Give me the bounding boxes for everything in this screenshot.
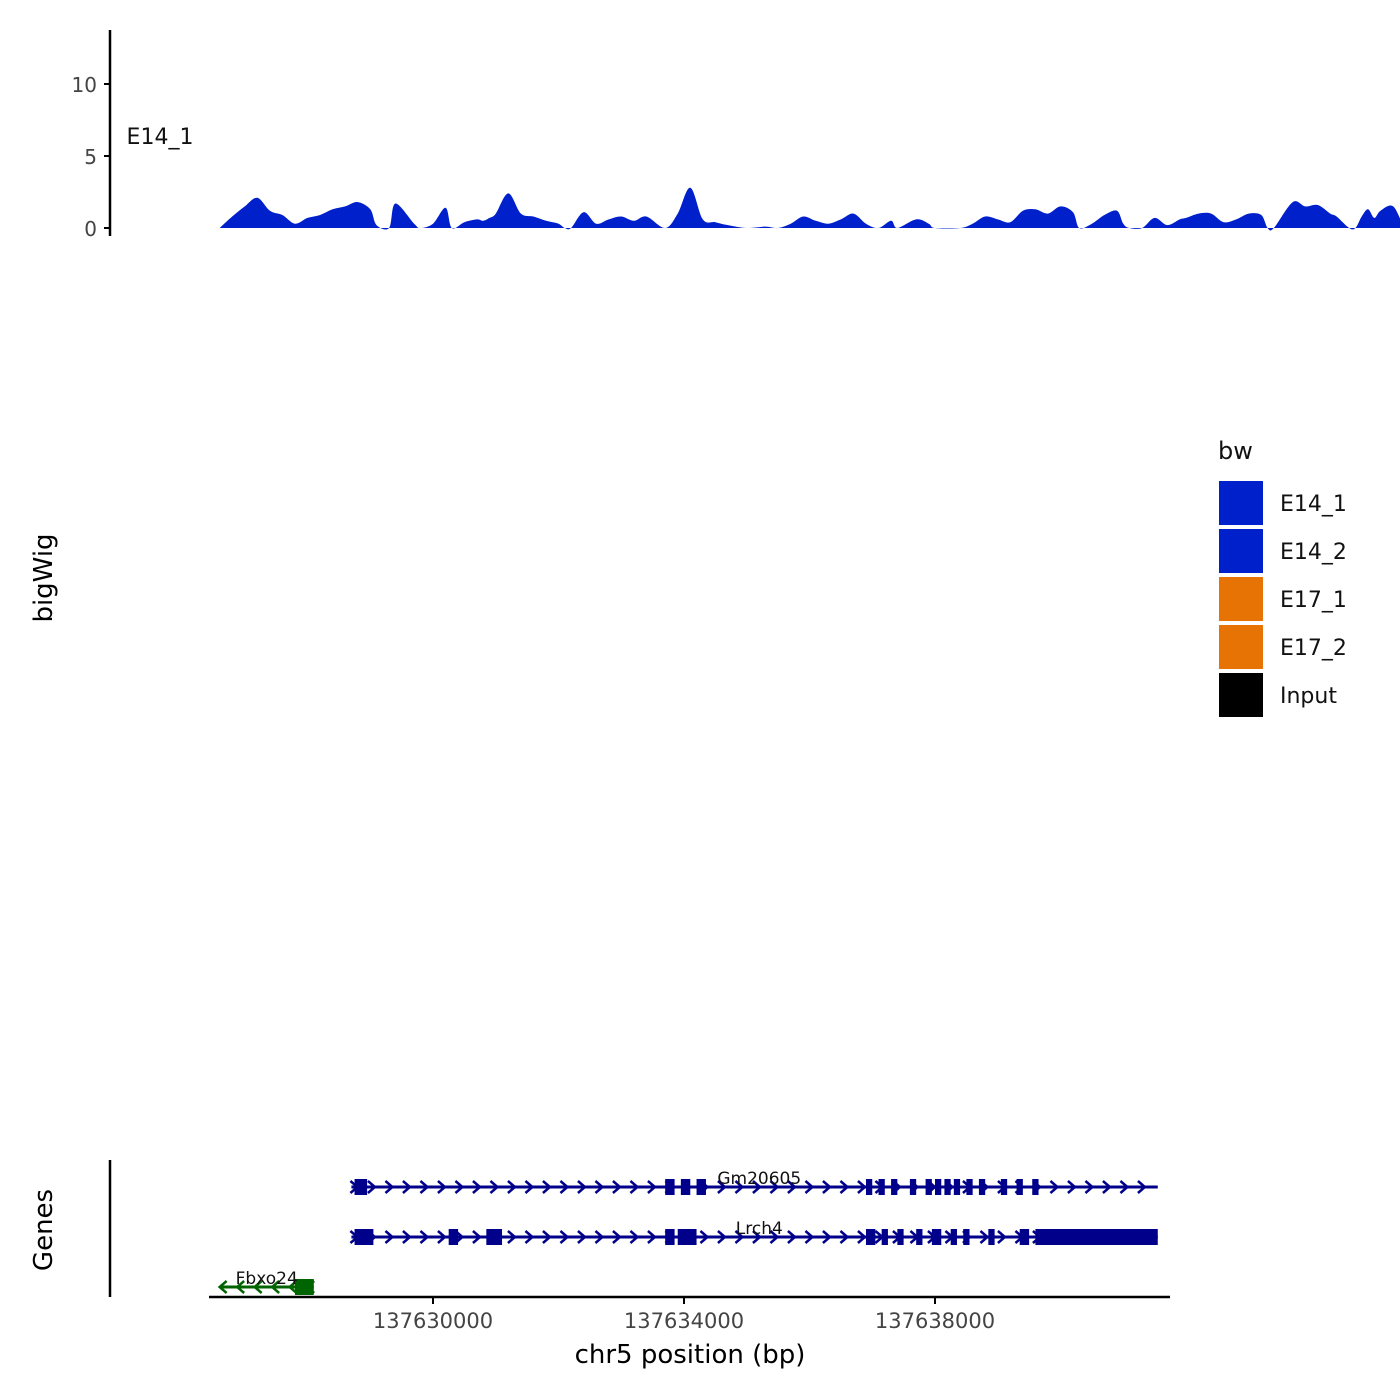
exon	[878, 1179, 885, 1195]
coverage-area	[219, 187, 1400, 231]
exon	[897, 1229, 904, 1245]
legend-label: E17_2	[1280, 636, 1347, 661]
legend-item-e17-2: E17_2	[1219, 625, 1347, 669]
legend-item-e14-1: E14_1	[1219, 481, 1347, 525]
legend-swatch	[1219, 577, 1263, 621]
exon	[665, 1179, 675, 1195]
x-tick-label: 137630000	[373, 1309, 493, 1333]
exon	[1019, 1229, 1030, 1245]
x-axis: 137630000 137634000 137638000	[209, 1295, 1170, 1333]
y-tick-label: 10	[72, 73, 97, 97]
exon	[448, 1229, 459, 1245]
track-label: E14_1	[127, 125, 194, 150]
genes-axis-label: Genes	[29, 1189, 59, 1271]
exon	[925, 1179, 932, 1195]
exon	[966, 1179, 973, 1195]
legend-swatch	[1219, 673, 1263, 717]
exon	[1032, 1179, 1039, 1195]
exon	[916, 1229, 923, 1245]
legend-item-e14-2: E14_2	[1219, 529, 1347, 573]
x-axis-label: chr5 position (bp)	[575, 1340, 806, 1370]
legend-title: bw	[1218, 437, 1253, 465]
legend-swatch	[1219, 529, 1263, 573]
legend: bw E14_1 E14_2 E17_1 E17_2 Input	[1218, 437, 1347, 717]
y-axis-label: bigWig	[29, 533, 59, 622]
gene-lrch4: Lrch4	[349, 1219, 1158, 1245]
legend-label: E17_1	[1280, 588, 1347, 613]
exon	[1035, 1229, 1158, 1245]
gene-label: Fbxo24	[236, 1269, 298, 1289]
exon	[665, 1229, 675, 1245]
y-tick-label: 0	[84, 217, 97, 241]
x-tick-label: 137638000	[875, 1309, 995, 1333]
track-e14-1: 0 5 10 E14_1	[72, 30, 1400, 241]
exon	[354, 1179, 368, 1195]
exon	[950, 1229, 957, 1245]
x-tick-label: 137634000	[624, 1309, 744, 1333]
y-tick-label: 5	[84, 145, 97, 169]
exon	[1016, 1179, 1023, 1195]
exon	[881, 1229, 888, 1245]
exon	[865, 1229, 876, 1245]
legend-label: E14_2	[1280, 540, 1347, 565]
exon	[909, 1179, 917, 1195]
exon	[931, 1229, 942, 1245]
exon	[354, 1229, 374, 1245]
tracks: 0 5 10 E14_1	[72, 30, 1400, 241]
legend-item-e17-1: E17_1	[1219, 577, 1347, 621]
exon	[486, 1229, 503, 1245]
exon	[891, 1179, 898, 1195]
legend-swatch	[1219, 625, 1263, 669]
legend-swatch	[1219, 481, 1263, 525]
exon	[978, 1179, 986, 1195]
legend-label: Input	[1280, 684, 1337, 709]
gene-label: Gm20605	[717, 1169, 801, 1189]
legend-item-input: Input	[1219, 673, 1337, 717]
exon	[935, 1179, 942, 1195]
genes-panel: Gm20605 Lrch4 Fbxo24	[108, 1160, 1158, 1297]
strand-arrows	[217, 1280, 315, 1294]
exon	[865, 1179, 873, 1195]
exon	[953, 1179, 961, 1195]
gene-fbxo24: Fbxo24	[217, 1269, 315, 1295]
exon	[944, 1179, 951, 1195]
gene-label: Lrch4	[736, 1219, 783, 1239]
exon	[696, 1179, 706, 1195]
exon	[963, 1229, 970, 1245]
exon	[294, 1279, 314, 1295]
exon	[680, 1179, 691, 1195]
legend-label: E14_1	[1280, 492, 1347, 517]
gene-gm20605: Gm20605	[349, 1169, 1158, 1195]
exon	[677, 1229, 697, 1245]
exon	[1000, 1179, 1008, 1195]
exon	[988, 1229, 995, 1245]
